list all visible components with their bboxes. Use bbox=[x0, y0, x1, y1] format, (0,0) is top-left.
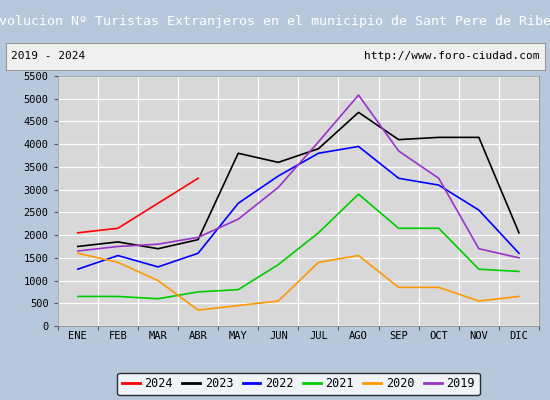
Text: Evolucion Nº Turistas Extranjeros en el municipio de Sant Pere de Ribes: Evolucion Nº Turistas Extranjeros en el … bbox=[0, 14, 550, 28]
Text: 2019 - 2024: 2019 - 2024 bbox=[11, 51, 85, 61]
Legend: 2024, 2023, 2022, 2021, 2020, 2019: 2024, 2023, 2022, 2021, 2020, 2019 bbox=[117, 373, 480, 395]
Text: http://www.foro-ciudad.com: http://www.foro-ciudad.com bbox=[364, 51, 539, 61]
